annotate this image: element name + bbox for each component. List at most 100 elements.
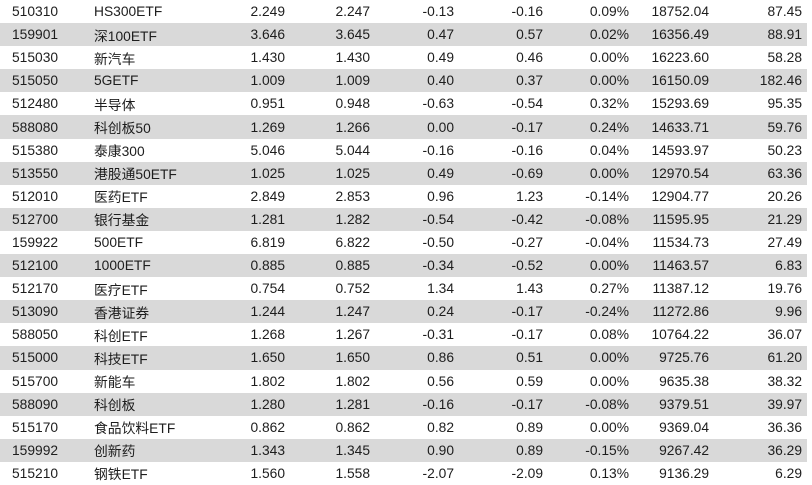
cell-value-2: 0.885: [335, 258, 370, 274]
table-row[interactable]: 515000 科技ETF 1.650 1.650 0.86 0.51 0.00%…: [0, 346, 807, 370]
cell-security-name: 深100ETF: [94, 28, 157, 44]
table-row[interactable]: 512480 半导体 0.951 0.948 -0.63 -0.54 0.32%…: [0, 92, 807, 116]
cell-value-6: 16223.60: [651, 50, 709, 66]
cell-value-5: 0.04%: [589, 142, 629, 158]
cell-value-1: 1.025: [250, 165, 285, 181]
cell-value-5: 0.00%: [589, 419, 629, 435]
cell-value-7: 182.46: [759, 73, 802, 89]
cell-value-1: 1.280: [250, 396, 285, 412]
table-row[interactable]: 512700 银行基金 1.281 1.282 -0.54 -0.42 -0.0…: [0, 207, 807, 231]
cell-value-1: 2.249: [250, 4, 285, 20]
table-row[interactable]: 512170 医疗ETF 0.754 0.752 1.34 1.43 0.27%…: [0, 277, 807, 301]
cell-value-1: 1.343: [250, 442, 285, 458]
table-row[interactable]: 513550 港股通50ETF 1.025 1.025 0.49 -0.69 0…: [0, 161, 807, 185]
cell-value-5: 0.00%: [589, 258, 629, 274]
table-row[interactable]: 515700 新能车 1.802 1.802 0.56 0.59 0.00% 9…: [0, 369, 807, 393]
cell-value-7: 87.45: [767, 4, 802, 20]
cell-value-4: -0.42: [511, 211, 543, 227]
table-row[interactable]: 513090 香港证券 1.244 1.247 0.24 -0.17 -0.24…: [0, 300, 807, 324]
cell-value-5: 0.00%: [589, 165, 629, 181]
cell-value-3: 0.90: [427, 442, 454, 458]
cell-security-code: 159922: [12, 234, 59, 250]
table-row[interactable]: 159992 创新药 1.343 1.345 0.90 0.89 -0.15% …: [0, 438, 807, 462]
cell-value-2: 0.862: [335, 419, 370, 435]
cell-value-2: 5.044: [335, 142, 370, 158]
cell-value-2: 1.025: [335, 165, 370, 181]
table-row[interactable]: 588080 科创板50 1.269 1.266 0.00 -0.17 0.24…: [0, 115, 807, 139]
cell-value-7: 61.20: [767, 350, 802, 366]
cell-value-1: 1.269: [250, 119, 285, 135]
cell-security-name: 5GETF: [94, 73, 139, 89]
cell-security-code: 515170: [12, 419, 59, 435]
cell-value-2: 2.853: [335, 188, 370, 204]
cell-value-4: 0.89: [516, 419, 543, 435]
cell-value-5: 0.09%: [589, 4, 629, 20]
cell-value-4: -0.17: [511, 304, 543, 320]
cell-security-code: 588090: [12, 396, 59, 412]
cell-value-1: 2.849: [250, 188, 285, 204]
cell-value-7: 95.35: [767, 96, 802, 112]
cell-security-name: 食品饮料ETF: [94, 421, 176, 437]
table-row[interactable]: 588090 科创板 1.280 1.281 -0.16 -0.17 -0.08…: [0, 392, 807, 416]
cell-value-7: 19.76: [767, 281, 802, 297]
cell-security-name: 半导体: [94, 97, 136, 113]
cell-value-6: 12970.54: [651, 165, 709, 181]
cell-value-6: 16356.49: [651, 27, 709, 43]
table-row[interactable]: 515050 5GETF 1.009 1.009 0.40 0.37 0.00%…: [0, 69, 807, 93]
cell-security-name: 创新药: [94, 444, 136, 460]
table-row[interactable]: 515380 泰康300 5.046 5.044 -0.16 -0.16 0.0…: [0, 138, 807, 162]
cell-value-7: 21.29: [767, 211, 802, 227]
cell-value-7: 27.49: [767, 234, 802, 250]
cell-value-5: 0.00%: [589, 373, 629, 389]
cell-value-3: -0.16: [422, 142, 454, 158]
table-row[interactable]: 510310 HS300ETF 2.249 2.247 -0.13 -0.16 …: [0, 0, 807, 24]
cell-security-code: 515030: [12, 50, 59, 66]
cell-value-2: 0.752: [335, 281, 370, 297]
table-row[interactable]: 515210 钢铁ETF 1.560 1.558 -2.07 -2.09 0.1…: [0, 461, 807, 485]
cell-value-1: 1.650: [250, 350, 285, 366]
cell-value-6: 14633.71: [651, 119, 709, 135]
table-row[interactable]: 512010 医药ETF 2.849 2.853 0.96 1.23 -0.14…: [0, 184, 807, 208]
cell-value-2: 1.558: [335, 465, 370, 481]
cell-value-5: 0.24%: [589, 119, 629, 135]
table-row[interactable]: 159922 500ETF 6.819 6.822 -0.50 -0.27 -0…: [0, 230, 807, 255]
cell-value-7: 39.97: [767, 396, 802, 412]
cell-value-6: 9369.04: [659, 419, 709, 435]
cell-security-code: 512100: [12, 258, 59, 274]
cell-value-4: -0.52: [511, 258, 543, 274]
cell-value-4: 0.37: [516, 73, 543, 89]
table-row[interactable]: 588050 科创ETF 1.268 1.267 -0.31 -0.17 0.0…: [0, 323, 807, 347]
table-row[interactable]: 512100 1000ETF 0.885 0.885 -0.34 -0.52 0…: [0, 254, 807, 278]
cell-value-2: 1.247: [335, 304, 370, 320]
table-row[interactable]: 515030 新汽车 1.430 1.430 0.49 0.46 0.00% 1…: [0, 46, 807, 70]
cell-value-1: 1.244: [250, 304, 285, 320]
cell-value-4: -0.27: [511, 234, 543, 250]
cell-value-3: 0.47: [427, 27, 454, 43]
cell-value-7: 88.91: [767, 27, 802, 43]
table-row[interactable]: 159901 深100ETF 3.646 3.645 0.47 0.57 0.0…: [0, 23, 807, 47]
cell-value-7: 20.26: [767, 188, 802, 204]
cell-value-6: 9379.51: [659, 396, 709, 412]
cell-value-2: 1.345: [335, 442, 370, 458]
cell-value-3: -2.07: [422, 465, 454, 481]
cell-value-1: 0.862: [250, 419, 285, 435]
cell-value-4: 0.51: [516, 350, 543, 366]
cell-security-name: 医药ETF: [94, 190, 148, 206]
cell-value-5: -0.24%: [585, 304, 629, 320]
cell-value-3: -0.54: [422, 211, 454, 227]
cell-value-1: 3.646: [250, 27, 285, 43]
table-row[interactable]: 515170 食品饮料ETF 0.862 0.862 0.82 0.89 0.0…: [0, 415, 807, 439]
cell-value-6: 11272.86: [652, 304, 709, 320]
cell-value-3: 0.24: [427, 304, 454, 320]
cell-value-4: 1.43: [516, 281, 543, 297]
cell-value-5: -0.04%: [585, 234, 629, 250]
cell-value-4: -0.54: [511, 96, 543, 112]
cell-value-5: 0.00%: [589, 50, 629, 66]
cell-security-name: 500ETF: [94, 234, 144, 250]
cell-value-3: 0.82: [427, 419, 454, 435]
cell-value-6: 14593.97: [651, 142, 709, 158]
cell-value-2: 1.266: [335, 119, 370, 135]
cell-security-code: 513550: [12, 165, 59, 181]
cell-value-5: 0.00%: [589, 350, 629, 366]
